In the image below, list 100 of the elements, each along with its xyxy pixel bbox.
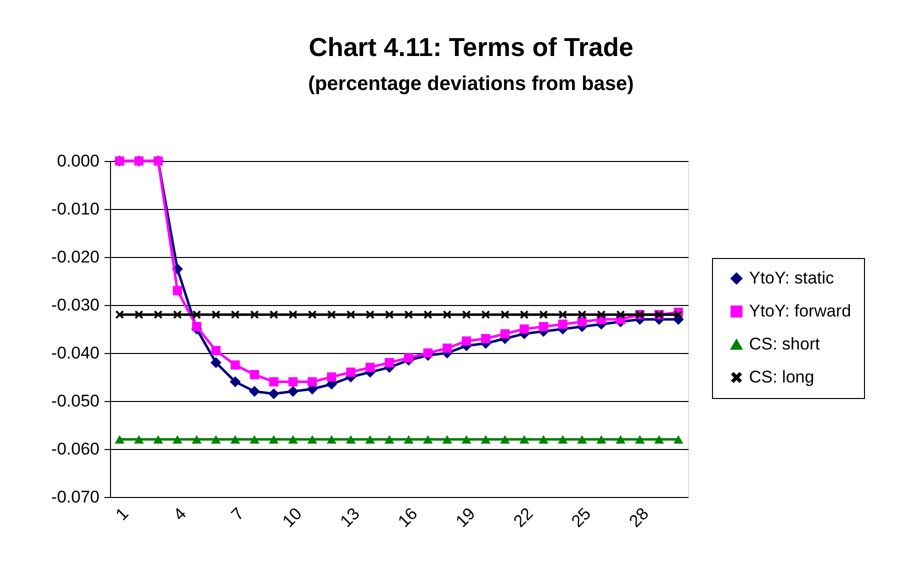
y-tick-label: -0.010: [51, 200, 100, 218]
point: [231, 310, 240, 319]
point: [172, 435, 182, 444]
legend-label: YtoY: forward: [749, 302, 852, 320]
y-tick-label: 0.000: [56, 152, 100, 170]
point: [616, 435, 626, 444]
point: [443, 310, 452, 319]
x-tick-label: 19: [452, 504, 479, 531]
point: [384, 358, 394, 368]
point: [346, 368, 356, 377]
y-tick-label: -0.070: [51, 488, 100, 506]
point: [519, 435, 530, 444]
x-tick-label: 22: [510, 504, 537, 531]
point: [673, 435, 684, 444]
y-tick-label: -0.060: [51, 440, 100, 458]
point: [539, 310, 548, 319]
point: [288, 377, 298, 386]
point: [346, 435, 356, 444]
x-tick-label: 28: [626, 504, 652, 531]
point: [634, 435, 645, 444]
point: [308, 310, 316, 319]
x-tick-label: 10: [278, 504, 306, 531]
x-tick-label: 25: [568, 504, 595, 531]
point: [211, 346, 221, 356]
point: [538, 322, 548, 332]
point: [596, 435, 606, 444]
point: [538, 435, 548, 444]
point: [462, 435, 472, 444]
point: [134, 435, 144, 444]
x-tick-label: 13: [336, 504, 364, 531]
point: [192, 310, 201, 319]
point: [250, 310, 259, 319]
point: [520, 324, 529, 334]
point: [192, 322, 202, 332]
point: [134, 310, 144, 319]
point: [558, 320, 568, 329]
point: [500, 435, 510, 444]
point: [424, 310, 432, 319]
point: [577, 435, 587, 444]
point: [115, 310, 124, 319]
point: [308, 377, 317, 386]
point: [210, 357, 222, 368]
point: [172, 286, 182, 296]
point: [366, 310, 374, 319]
point: [481, 334, 490, 344]
legend-label: CS: long: [749, 368, 814, 386]
chart-title: Chart 4.11: Terms of Trade: [308, 32, 634, 62]
point: [616, 310, 625, 319]
point: [230, 435, 240, 444]
point: [268, 435, 279, 444]
point: [249, 386, 260, 397]
x-tick-label: 16: [394, 504, 422, 531]
point: [269, 377, 278, 386]
point: [578, 310, 586, 319]
legend-label: YtoY: static: [749, 268, 835, 288]
point: [114, 435, 125, 444]
y-tick-label: -0.030: [51, 296, 100, 314]
point: [385, 310, 394, 319]
point: [500, 329, 510, 338]
point: [365, 362, 375, 372]
point: [192, 435, 202, 444]
point: [250, 370, 260, 380]
point: [346, 310, 355, 319]
point: [558, 310, 567, 319]
point: [558, 435, 568, 444]
point: [597, 310, 606, 319]
y-tick-label: -0.050: [51, 392, 100, 410]
point: [462, 336, 472, 346]
point: [384, 435, 394, 444]
point: [404, 353, 414, 362]
point: [230, 360, 240, 370]
y-tick-label: -0.040: [51, 344, 100, 362]
point: [423, 348, 433, 358]
point: [230, 376, 241, 388]
point: [674, 310, 683, 319]
x-tick-label: 4: [170, 504, 190, 524]
point: [211, 435, 221, 444]
point: [442, 435, 452, 444]
point: [442, 344, 452, 353]
point: [173, 310, 182, 319]
point: [423, 435, 433, 444]
point: [520, 310, 528, 319]
point: [270, 310, 278, 319]
x-tick-label: 7: [228, 504, 248, 524]
point: [326, 372, 336, 382]
point: [326, 435, 336, 444]
point: [250, 435, 260, 444]
point: [577, 317, 587, 326]
point: [500, 310, 510, 319]
point: [153, 435, 164, 444]
point: [288, 386, 299, 397]
x-tick-label: 1: [112, 504, 132, 524]
point: [482, 310, 490, 319]
point: [327, 310, 336, 319]
point: [365, 435, 375, 444]
point: [268, 388, 280, 400]
point: [288, 310, 298, 319]
point: [154, 310, 162, 319]
point: [288, 435, 298, 444]
point: [404, 435, 414, 444]
